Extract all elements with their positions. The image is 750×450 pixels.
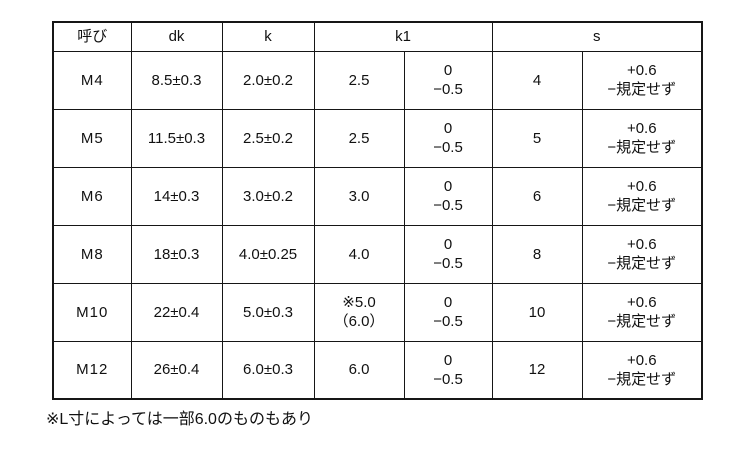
cell-k1-tolerance: 0 −0.5: [403, 224, 493, 284]
cell-k1-tolerance: 0 −0.5: [403, 340, 493, 400]
header-row: 呼び dk k k1 s: [52, 21, 703, 52]
cell-k1-tolerance: 0 −0.5: [403, 108, 493, 168]
k1-tolerance-lower: −0.5: [433, 139, 463, 156]
footnote: ※L寸によっては一部6.0のものもあり: [46, 411, 313, 428]
cell-s-tolerance: +0.6 −規定せず: [581, 340, 703, 400]
cell-s-value: 12: [491, 340, 583, 400]
s-tolerance-lower: −規定せず: [607, 197, 677, 214]
cell-s-value: 5: [491, 108, 583, 168]
s-tolerance-upper: +0.6: [626, 351, 657, 369]
cell-size-name: M8: [52, 224, 132, 284]
table-row-m8: M8 18±0.3 4.0±0.25 4.0 0 −0.5 8 +0.6 −規定…: [52, 224, 703, 284]
s-tolerance-lower: −規定せず: [607, 139, 677, 156]
cell-dk: 8.5±0.3: [130, 50, 223, 110]
cell-dk: 18±0.3: [130, 224, 223, 284]
cell-k: 5.0±0.3: [221, 282, 315, 342]
cell-k1-value: ※5.0 （6.0）: [313, 282, 405, 342]
k1-tolerance-upper: 0: [443, 120, 453, 137]
cell-k1-tolerance: 0 −0.5: [403, 166, 493, 226]
dimension-table: 呼び dk k k1 s M4 8.5±0.3 2.0±0.2 2.5 0 −0…: [52, 21, 703, 400]
table-row-m6: M6 14±0.3 3.0±0.2 3.0 0 −0.5 6 +0.6 −規定せ…: [52, 166, 703, 226]
s-tolerance-lower: −規定せず: [607, 81, 677, 98]
k1-tolerance-lower: −0.5: [433, 81, 463, 98]
k1-value: 2.5: [348, 71, 370, 89]
cell-s-value: 4: [491, 50, 583, 110]
cell-size-name: M12: [52, 340, 132, 400]
cell-s-tolerance: +0.6 −規定せず: [581, 50, 703, 110]
cell-dk: 14±0.3: [130, 166, 223, 226]
k1-tolerance-lower: −0.5: [433, 313, 463, 330]
col-header-s: s: [491, 21, 703, 52]
cell-s-tolerance: +0.6 −規定せず: [581, 224, 703, 284]
k1-tolerance-upper: 0: [443, 351, 453, 369]
cell-s-tolerance: +0.6 −規定せず: [581, 108, 703, 168]
k1-value: 6.0: [348, 361, 370, 379]
k1-value: 3.0: [348, 187, 370, 205]
k1-tolerance-lower: −0.5: [433, 197, 463, 214]
k1-value: 4.0: [348, 245, 370, 263]
col-header-dk: dk: [130, 21, 223, 52]
cell-size-name: M5: [52, 108, 132, 168]
table-row-m10: M10 22±0.4 5.0±0.3 ※5.0 （6.0） 0 −0.5 10 …: [52, 282, 703, 342]
cell-s-tolerance: +0.6 −規定せず: [581, 282, 703, 342]
s-tolerance-upper: +0.6: [626, 236, 657, 253]
s-tolerance-upper: +0.6: [626, 62, 657, 79]
k1-value: 2.5: [348, 129, 370, 147]
s-tolerance-lower: −規定せず: [607, 313, 677, 330]
k1-value-note: （6.0）: [333, 313, 385, 330]
s-tolerance-upper: +0.6: [626, 120, 657, 137]
col-header-name: 呼び: [52, 21, 132, 52]
cell-dk: 11.5±0.3: [130, 108, 223, 168]
k1-tolerance-upper: 0: [443, 178, 453, 195]
k1-value: ※5.0: [342, 294, 376, 311]
col-header-k: k: [221, 21, 315, 52]
table-row-m12: M12 26±0.4 6.0±0.3 6.0 0 −0.5 12 +0.6 −規…: [52, 340, 703, 400]
k1-tolerance-lower: −0.5: [433, 370, 463, 388]
k1-tolerance-upper: 0: [443, 62, 453, 79]
cell-k: 3.0±0.2: [221, 166, 315, 226]
table-body: M4 8.5±0.3 2.0±0.2 2.5 0 −0.5 4 +0.6 −規定…: [52, 50, 703, 400]
cell-k1-value: 2.5: [313, 108, 405, 168]
cell-size-name: M4: [52, 50, 132, 110]
cell-s-value: 10: [491, 282, 583, 342]
cell-k1-value: 2.5: [313, 50, 405, 110]
cell-k1-value: 6.0: [313, 340, 405, 400]
table-row-m5: M5 11.5±0.3 2.5±0.2 2.5 0 −0.5 5 +0.6 −規…: [52, 108, 703, 168]
s-tolerance-upper: +0.6: [626, 178, 657, 195]
cell-size-name: M6: [52, 166, 132, 226]
cell-k1-value: 4.0: [313, 224, 405, 284]
s-tolerance-upper: +0.6: [626, 294, 657, 311]
col-header-k1: k1: [313, 21, 493, 52]
cell-k1-value: 3.0: [313, 166, 405, 226]
cell-s-value: 6: [491, 166, 583, 226]
cell-k1-tolerance: 0 −0.5: [403, 50, 493, 110]
k1-tolerance-upper: 0: [443, 236, 453, 253]
k1-tolerance-lower: −0.5: [433, 255, 463, 272]
cell-dk: 22±0.4: [130, 282, 223, 342]
cell-k1-tolerance: 0 −0.5: [403, 282, 493, 342]
cell-s-value: 8: [491, 224, 583, 284]
cell-k: 2.5±0.2: [221, 108, 315, 168]
cell-dk: 26±0.4: [130, 340, 223, 400]
s-tolerance-lower: −規定せず: [607, 255, 677, 272]
cell-size-name: M10: [52, 282, 132, 342]
table-row-m4: M4 8.5±0.3 2.0±0.2 2.5 0 −0.5 4 +0.6 −規定…: [52, 50, 703, 110]
cell-k: 2.0±0.2: [221, 50, 315, 110]
s-tolerance-lower: −規定せず: [607, 370, 677, 388]
cell-k: 4.0±0.25: [221, 224, 315, 284]
cell-s-tolerance: +0.6 −規定せず: [581, 166, 703, 226]
k1-tolerance-upper: 0: [443, 294, 453, 311]
cell-k: 6.0±0.3: [221, 340, 315, 400]
